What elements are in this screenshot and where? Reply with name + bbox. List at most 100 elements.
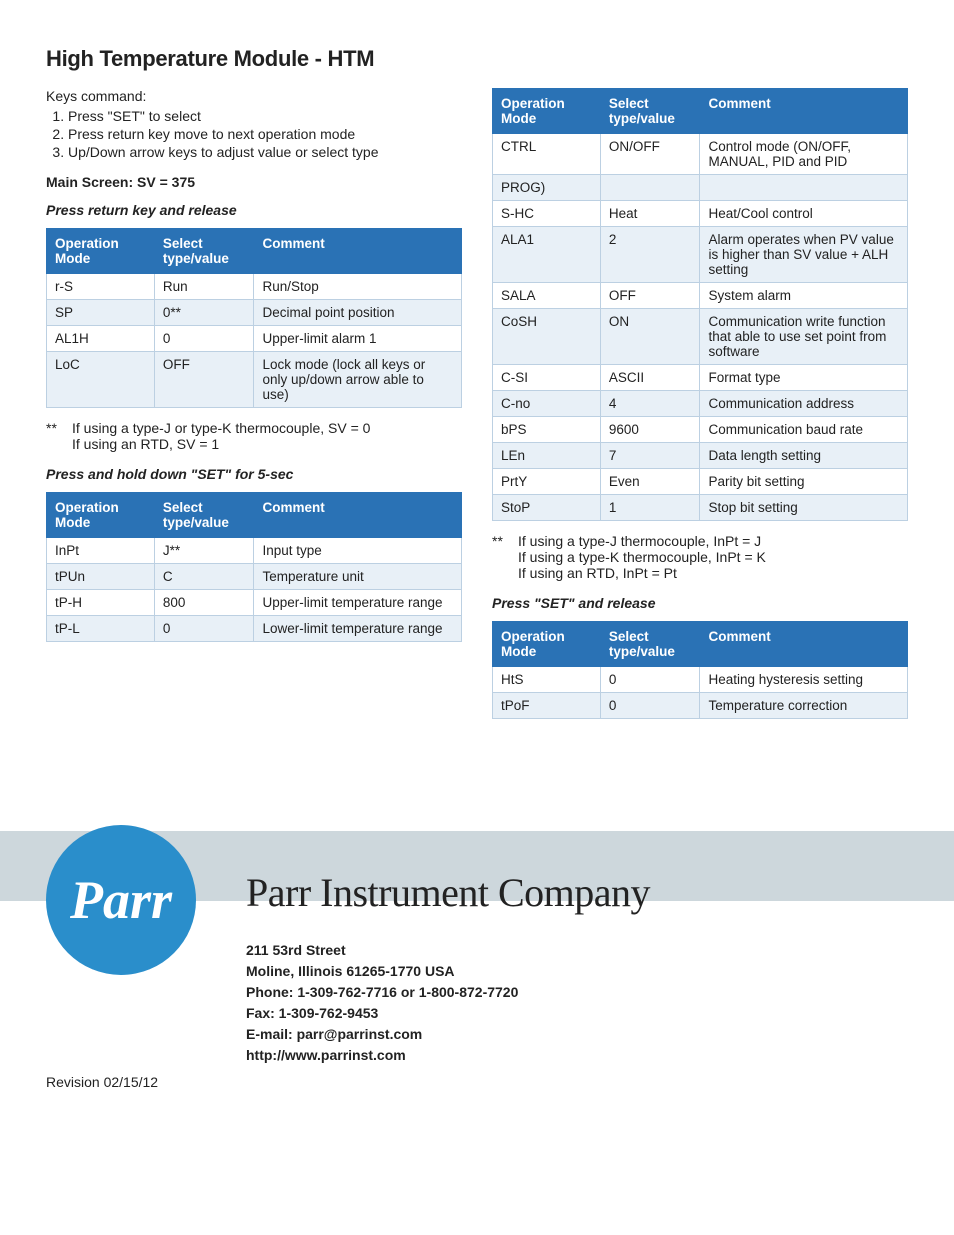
cell: CTRL xyxy=(493,134,601,175)
cell: Upper-limit alarm 1 xyxy=(254,326,462,352)
parr-logo: Parr xyxy=(46,825,196,975)
table-row: ALA12Alarm operates when PV value is hig… xyxy=(493,227,908,283)
addr-line: 211 53rd Street xyxy=(246,940,650,961)
table-row: SALAOFFSystem alarm xyxy=(493,283,908,309)
note-line: If using a type-K thermocouple, InPt = K xyxy=(518,549,766,565)
cell: Upper-limit temperature range xyxy=(254,590,462,616)
cell: J** xyxy=(154,538,254,564)
table-row: SP0**Decimal point position xyxy=(47,300,462,326)
cell: ASCII xyxy=(600,365,700,391)
cell: bPS xyxy=(493,417,601,443)
cell: PrtY xyxy=(493,469,601,495)
press-set-heading: Press "SET" and release xyxy=(492,595,908,611)
cell: 0 xyxy=(600,667,700,693)
cell: StoP xyxy=(493,495,601,521)
cell: CoSH xyxy=(493,309,601,365)
cell: tPoF xyxy=(493,693,601,719)
note-line: If using a type-J or type-K thermocouple… xyxy=(72,420,370,436)
addr-line: Moline, Illinois 61265-1770 USA xyxy=(246,961,650,982)
cell: PROG) xyxy=(493,175,601,201)
table-row: InPtJ**Input type xyxy=(47,538,462,564)
table-row: AL1H0Upper-limit alarm 1 xyxy=(47,326,462,352)
cell: 0 xyxy=(154,326,254,352)
page-title: High Temperature Module - HTM xyxy=(46,46,908,72)
logo-text: Parr xyxy=(70,869,172,931)
note-line: If using an RTD, InPt = Pt xyxy=(518,565,766,581)
table-3: Operation Mode Select type/value Comment… xyxy=(492,88,908,521)
cell: LEn xyxy=(493,443,601,469)
th-sel: Select type/value xyxy=(600,89,700,134)
table-row: tPUnCTemperature unit xyxy=(47,564,462,590)
cell: 0 xyxy=(154,616,254,642)
th-op: Operation Mode xyxy=(47,229,155,274)
cell xyxy=(700,175,908,201)
th-op: Operation Mode xyxy=(47,493,155,538)
cell: 2 xyxy=(600,227,700,283)
cell: Stop bit setting xyxy=(700,495,908,521)
cell: HtS xyxy=(493,667,601,693)
table-row: S-HCHeatHeat/Cool control xyxy=(493,201,908,227)
cell: OFF xyxy=(154,352,254,408)
table-row: bPS9600Communication baud rate xyxy=(493,417,908,443)
cell: C-no xyxy=(493,391,601,417)
table-row: C-SIASCIIFormat type xyxy=(493,365,908,391)
table-row: CTRLON/OFFControl mode (ON/OFF, MANUAL, … xyxy=(493,134,908,175)
addr-line: http://www.parrinst.com xyxy=(246,1045,650,1066)
company-name: Parr Instrument Company xyxy=(246,869,650,916)
cell: AL1H xyxy=(47,326,155,352)
cell: 800 xyxy=(154,590,254,616)
th-sel: Select type/value xyxy=(154,493,254,538)
list-item: Press return key move to next operation … xyxy=(68,126,462,142)
cell: Format type xyxy=(700,365,908,391)
cell: Temperature correction xyxy=(700,693,908,719)
th-com: Comment xyxy=(254,229,462,274)
table-row: HtS0Heating hysteresis setting xyxy=(493,667,908,693)
note-1: ** If using a type-J or type-K thermocou… xyxy=(46,420,462,452)
cell: System alarm xyxy=(700,283,908,309)
keys-label: Keys command: xyxy=(46,88,462,104)
keys-list: Press "SET" to select Press return key m… xyxy=(46,108,462,160)
cell: OFF xyxy=(600,283,700,309)
cell: Data length setting xyxy=(700,443,908,469)
addr-line: Phone: 1-309-762-7716 or 1-800-872-7720 xyxy=(246,982,650,1003)
th-sel: Select type/value xyxy=(600,622,700,667)
addr-line: Fax: 1-309-762-9453 xyxy=(246,1003,650,1024)
table-row: tP-H800Upper-limit temperature range xyxy=(47,590,462,616)
table-row: tP-L0Lower-limit temperature range xyxy=(47,616,462,642)
cell: Decimal point position xyxy=(254,300,462,326)
cell: Control mode (ON/OFF, MANUAL, PID and PI… xyxy=(700,134,908,175)
press-hold-heading: Press and hold down "SET" for 5-sec xyxy=(46,466,462,482)
cell: InPt xyxy=(47,538,155,564)
table-1: Operation Mode Select type/value Comment… xyxy=(46,228,462,408)
cell: tPUn xyxy=(47,564,155,590)
cell: C-SI xyxy=(493,365,601,391)
note-line: If using an RTD, SV = 1 xyxy=(72,436,370,452)
th-com: Comment xyxy=(254,493,462,538)
cell: Run/Stop xyxy=(254,274,462,300)
cell: SALA xyxy=(493,283,601,309)
note-line: If using a type-J thermocouple, InPt = J xyxy=(518,533,766,549)
table-row: r-SRunRun/Stop xyxy=(47,274,462,300)
cell: C xyxy=(154,564,254,590)
list-item: Press "SET" to select xyxy=(68,108,462,124)
cell: 7 xyxy=(600,443,700,469)
th-sel: Select type/value xyxy=(154,229,254,274)
cell: 0 xyxy=(600,693,700,719)
cell: Heat/Cool control xyxy=(700,201,908,227)
cell: Even xyxy=(600,469,700,495)
table-row: PROG) xyxy=(493,175,908,201)
cell xyxy=(600,175,700,201)
revision: Revision 02/15/12 xyxy=(0,1074,954,1120)
cell: Heating hysteresis setting xyxy=(700,667,908,693)
addr-line: E-mail: parr@parrinst.com xyxy=(246,1024,650,1045)
cell: Lock mode (lock all keys or only up/down… xyxy=(254,352,462,408)
cell: Alarm operates when PV value is higher t… xyxy=(700,227,908,283)
cell: 1 xyxy=(600,495,700,521)
cell: Communication write function that able t… xyxy=(700,309,908,365)
table-row: C-no4Communication address xyxy=(493,391,908,417)
cell: 0** xyxy=(154,300,254,326)
cell: tP-H xyxy=(47,590,155,616)
table-row: CoSHONCommunication write function that … xyxy=(493,309,908,365)
table-2: Operation Mode Select type/value Comment… xyxy=(46,492,462,642)
cell: 9600 xyxy=(600,417,700,443)
